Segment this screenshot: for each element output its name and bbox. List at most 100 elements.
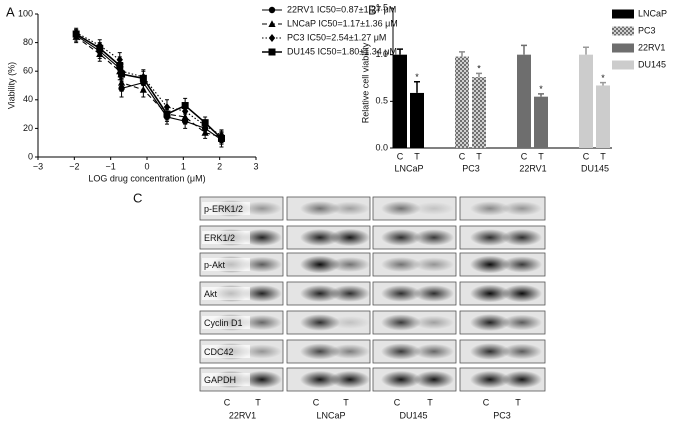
group-label: DU145 <box>581 163 609 173</box>
legend-label: DU145 IC50=1.80±1.34 μM <box>287 46 397 56</box>
legend-swatch <box>612 9 634 19</box>
y-axis-label: Relative cell viability <box>360 42 370 123</box>
blot-band <box>502 229 542 246</box>
group-label: 22RV1 <box>519 163 546 173</box>
marker <box>117 78 126 86</box>
row-label-bg <box>202 373 250 386</box>
blot-band <box>470 201 510 216</box>
blot-band <box>502 284 542 303</box>
group-label: PC3 <box>462 163 480 173</box>
legend-label: LNCaP <box>638 8 667 18</box>
blot-band <box>300 228 340 247</box>
blot-band <box>470 313 510 332</box>
blot-band <box>330 370 370 389</box>
panel-label: C <box>133 190 142 205</box>
x-tick-label: 3 <box>253 161 258 171</box>
blot-band <box>330 228 370 247</box>
marker <box>118 70 126 78</box>
row-label-bg <box>202 231 250 244</box>
legend-marker <box>268 48 276 56</box>
lane-label: T <box>515 397 521 407</box>
blot-band <box>414 343 454 360</box>
blot-band <box>242 370 282 389</box>
y-tick-label: 0 <box>28 151 33 161</box>
bar <box>596 85 610 148</box>
error-bar <box>600 81 606 86</box>
lane-label: T <box>343 397 349 407</box>
blot-band <box>414 315 454 330</box>
y-tick-label: 40 <box>23 94 33 104</box>
row-label: Akt <box>204 289 218 299</box>
blot-band <box>381 201 421 216</box>
y-tick-label: 100 <box>18 8 33 18</box>
legend-swatch <box>612 60 634 70</box>
x-tick-label: T <box>538 151 544 161</box>
blot-band <box>414 370 454 389</box>
blot-band <box>470 284 510 303</box>
blot-band <box>381 257 421 272</box>
bar <box>579 54 593 148</box>
x-tick-label: C <box>583 151 590 161</box>
blot-band <box>381 285 421 302</box>
blot-band <box>300 255 340 274</box>
error-bar <box>397 48 403 55</box>
blot-band <box>381 314 421 331</box>
lane-label: T <box>255 397 261 407</box>
blot-band <box>502 343 542 360</box>
marker <box>96 44 104 52</box>
legend-label: PC3 <box>638 25 656 35</box>
lane-label: C <box>483 397 490 407</box>
blot-band <box>470 229 510 246</box>
blot-band <box>330 316 370 329</box>
blot-band <box>330 201 370 216</box>
bar <box>393 54 407 148</box>
x-tick-label: C <box>459 151 466 161</box>
blot-band <box>502 201 542 216</box>
y-tick-label: 1.0 <box>375 49 388 59</box>
group-label: 22RV1 <box>229 410 256 420</box>
panel-label: B <box>368 2 377 17</box>
legend-label: DU145 <box>638 59 666 69</box>
legend-label: 22RV1 <box>638 42 665 52</box>
lane-label: C <box>394 397 401 407</box>
series-line <box>75 32 222 137</box>
marker <box>217 134 225 142</box>
blot-band <box>300 343 340 360</box>
error-bar <box>476 72 482 78</box>
y-tick-label: 0.5 <box>375 96 388 106</box>
x-tick-label: T <box>414 151 420 161</box>
bar <box>472 77 486 148</box>
legend-label: PC3 IC50=2.54±1.27 μM <box>287 32 386 42</box>
blot-band <box>242 344 282 359</box>
x-tick-label: 0 <box>144 161 149 171</box>
error-bar <box>538 93 544 97</box>
row-label-bg <box>202 316 250 329</box>
legend-label: 22RV1 IC50=0.87±1.27 μM <box>287 4 396 14</box>
row-label: Cyclin D1 <box>204 318 243 328</box>
legend-marker <box>268 34 276 42</box>
row-label-bg <box>202 202 250 215</box>
marker <box>139 74 147 82</box>
row-label-bg <box>202 287 250 300</box>
group-label: LNCaP <box>394 163 423 173</box>
x-tick-label: −3 <box>33 161 43 171</box>
bar <box>534 96 548 148</box>
group-label: DU145 <box>399 410 427 420</box>
significance: * <box>601 73 605 83</box>
marker <box>181 102 189 110</box>
marker <box>201 128 209 136</box>
blot-band <box>381 370 421 389</box>
row-label: CDC42 <box>204 347 234 357</box>
blot-band <box>470 370 510 389</box>
y-tick-label: 20 <box>23 123 33 133</box>
x-tick-label: T <box>600 151 606 161</box>
x-tick-label: C <box>521 151 528 161</box>
x-tick-label: T <box>476 151 482 161</box>
panel-label: A <box>6 4 15 19</box>
blot-band <box>242 314 282 331</box>
marker <box>163 110 171 118</box>
x-axis-label: LOG drug concentration (μM) <box>88 173 205 183</box>
blot-band <box>502 314 542 331</box>
